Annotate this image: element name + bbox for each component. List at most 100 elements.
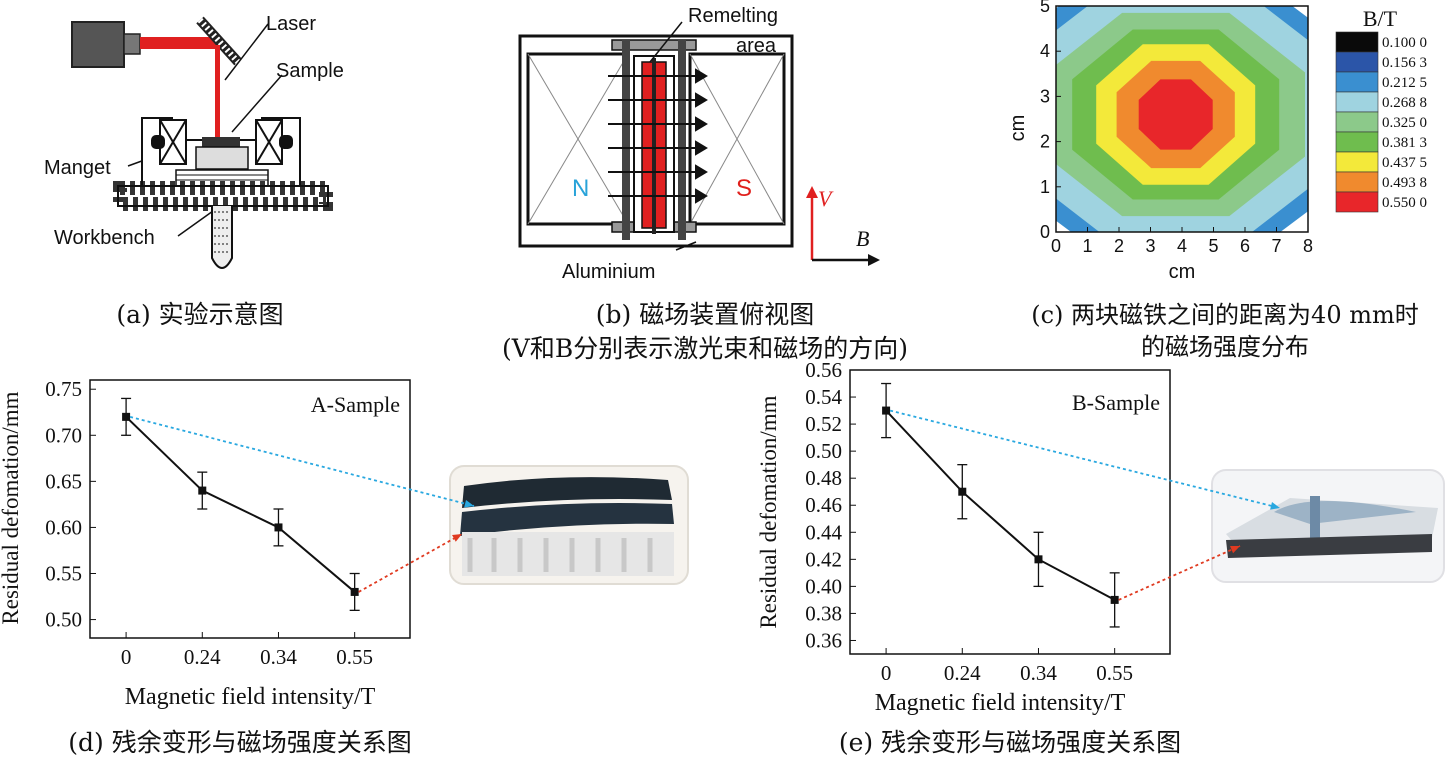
ytick-label: 0.65 (45, 469, 82, 493)
laser-label: Laser (266, 13, 316, 35)
b-sample-photo (1211, 469, 1445, 583)
area-label: area (736, 35, 777, 57)
laser-beam-vertical (215, 45, 220, 137)
north-pole-label: N (572, 175, 589, 202)
chart-e-frame (849, 369, 1171, 655)
heatmap-ytick-label: 0 (1040, 222, 1050, 242)
legend-level-label: 0.212 5 (1382, 75, 1427, 91)
contour-band-8 (1138, 79, 1213, 150)
legend-swatch (1335, 51, 1379, 73)
heatmap-ytick-label: 2 (1040, 132, 1050, 152)
ytick-label: 0.46 (805, 493, 842, 517)
heatmap-xtick-label: 6 (1240, 236, 1250, 256)
direction-axes (806, 186, 880, 266)
panel-e-caption: (e) 残余变形与磁场强度关系图 (838, 728, 1182, 757)
legend-level-label: 0.493 8 (1382, 175, 1427, 191)
xtick-label: 0.34 (260, 645, 297, 669)
panel-c-heatmap: 0 1 2 3 4 5 6 7 8 0 1 2 3 4 5 cm cm 0.100 0 0.156 3 0.2… (1007, 0, 1427, 283)
arrow-to-photo-bottom (1118, 545, 1241, 601)
panel-a-caption: (a) 实验示意图 (116, 300, 284, 329)
heatmap-xlabel: cm (1169, 261, 1196, 283)
chart-e-title: B-Sample (1072, 390, 1160, 415)
arrow-to-photo-bottom-head (1230, 546, 1240, 554)
magnet-label: Manget (44, 157, 111, 179)
a-sample-photo (449, 465, 689, 585)
arrow-to-photo-bottom (358, 533, 463, 593)
data-point (350, 587, 359, 596)
arrow-to-photo-top-head (1270, 502, 1280, 510)
chart-d-xlabel: Magnetic field intensity/T (125, 684, 376, 710)
legend-level-label: 0.550 0 (1382, 195, 1427, 211)
xtick-label: 0.34 (1020, 661, 1057, 685)
data-point (1034, 555, 1043, 564)
xtick-label: 0.55 (1096, 661, 1133, 685)
data-point (1110, 595, 1119, 604)
heatmap-ytick-label: 1 (1040, 177, 1050, 197)
laser-nozzle (123, 33, 141, 55)
data-point (198, 486, 207, 495)
workbench (113, 181, 333, 269)
heatmap-xtick-label: 3 (1145, 236, 1155, 256)
legend-level-label: 0.100 0 (1382, 35, 1427, 51)
ytick-label: 0.40 (805, 574, 842, 598)
panel-c-caption-line2: 的磁场强度分布 (1141, 333, 1309, 361)
legend-level-label: 0.325 0 (1382, 115, 1427, 131)
heatmap-xtick-label: 1 (1082, 236, 1092, 256)
chart-d-frame (89, 379, 411, 639)
ytick-label: 0.38 (805, 601, 842, 625)
arrow-to-photo-top (889, 409, 1281, 509)
panel-d-chart: 0.50 0.55 0.60 0.65 0.70 0.75 0 0.24 0.34 0.55 A-… (0, 377, 689, 710)
series-line (125, 416, 356, 593)
ytick-label: 0.50 (805, 439, 842, 463)
legend-swatch (1335, 131, 1379, 153)
legend-level-label: 0.156 3 (1382, 55, 1427, 71)
ytick-label: 0.50 (45, 608, 82, 632)
b-axis-label: B (856, 226, 869, 251)
arrow-to-photo-top (129, 415, 475, 507)
ytick-label: 0.70 (45, 423, 82, 447)
legend-swatch (1335, 191, 1379, 213)
ytick-label: 0.60 (45, 515, 82, 539)
legend-swatch (1335, 91, 1379, 113)
sample-holder (611, 39, 697, 240)
panel-a-schematic: Laser Sample Manget Workbench (44, 13, 344, 269)
panel-b-caption-line1: (b) 磁场装置俯视图 (595, 300, 815, 329)
field-arrows (608, 68, 708, 204)
legend-level-label: 0.437 5 (1382, 155, 1427, 171)
v-axis-label: V (818, 186, 834, 211)
ytick-label: 0.54 (805, 385, 842, 409)
contour-field (1056, 6, 1308, 232)
ytick-label: 0.55 (45, 562, 82, 586)
chart-d-ylabel: Residual defomation/mm (0, 391, 23, 624)
laser-source (71, 21, 125, 68)
legend-swatch (1335, 111, 1379, 133)
south-pole-label: S (736, 175, 752, 202)
data-point (122, 412, 131, 421)
xtick-label: 0.24 (184, 645, 221, 669)
heatmap-ylabel: cm (1007, 115, 1029, 142)
xtick-label: 0.24 (944, 661, 981, 685)
heatmap-ytick-label: 5 (1040, 0, 1050, 16)
panel-c-caption-line1: (c) 两块磁铁之间的距离为40 mm时 (1031, 301, 1419, 329)
legend-swatch (1335, 31, 1379, 53)
remelting-label: Remelting (688, 5, 778, 27)
panel-b-caption-line2: (V和B分别表示激光束和磁场的方向) (502, 334, 908, 363)
ytick-label: 0.56 (805, 362, 842, 382)
arrow-to-photo-bottom-head (452, 534, 462, 542)
xtick-label: 0.55 (336, 645, 373, 669)
panel-d-caption: (d) 残余变形与磁场强度关系图 (68, 728, 412, 757)
chart-e-ylabel: Residual defomation/mm (756, 395, 781, 628)
legend-level-label: 0.381 3 (1382, 135, 1427, 151)
heatmap-xtick-label: 4 (1177, 236, 1187, 256)
ytick-label: 0.44 (805, 520, 842, 544)
panel-b-schematic: Remelting area Aluminium N S V B (518, 5, 880, 283)
aluminium-label: Aluminium (562, 261, 655, 283)
heatmap-xtick-label: 7 (1271, 236, 1281, 256)
data-point (274, 523, 283, 532)
ytick-label: 0.42 (805, 547, 842, 571)
ytick-label: 0.75 (45, 377, 82, 401)
legend-title: B/T (1363, 6, 1398, 31)
series-line (885, 409, 1116, 601)
ytick-label: 0.48 (805, 466, 842, 490)
ytick-label: 0.52 (805, 412, 842, 436)
